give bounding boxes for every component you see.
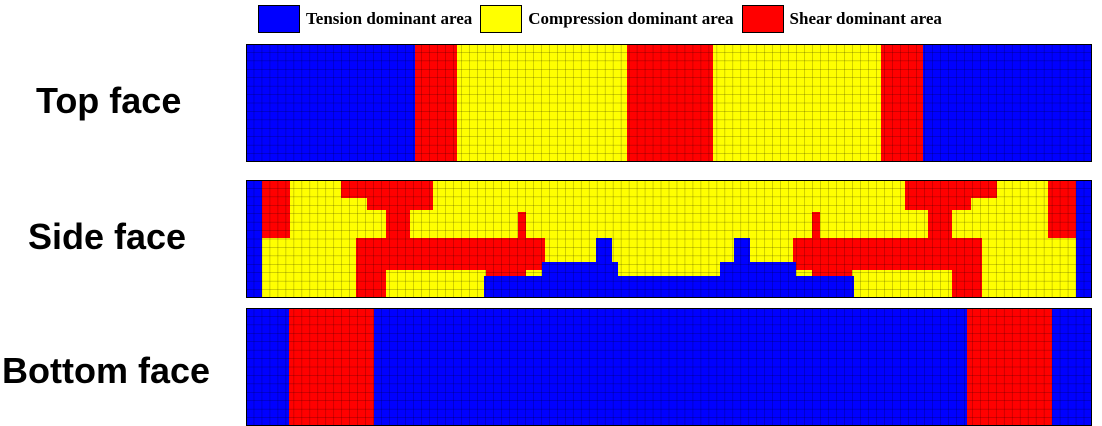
side-mesh-grid (246, 180, 1092, 298)
side-right-region-4 (928, 210, 952, 270)
side-right-region-1 (1048, 180, 1076, 238)
top-face-label: Top face (36, 80, 182, 121)
bottom-face-mesh (246, 308, 1092, 426)
bottom-face-label: Bottom face (2, 350, 211, 391)
side-left-region-2 (341, 180, 367, 198)
tension-swatch (258, 5, 300, 33)
side-right-region-2 (971, 180, 997, 198)
top-face-mesh (246, 44, 1092, 162)
shear-swatch (741, 5, 784, 33)
side-left-region-3 (367, 180, 433, 210)
side-right-region-3 (905, 180, 971, 210)
legend-item-shear: Shear dominant area (741, 5, 942, 33)
legend: Tension dominant area Compression domina… (258, 4, 950, 34)
side-face-mesh (246, 180, 1092, 298)
side-left-region-7 (518, 212, 526, 270)
top-mesh-grid (246, 44, 1092, 162)
side-left-region-4 (386, 210, 410, 270)
side-tension-region-4 (734, 238, 750, 276)
side-right-region-5 (952, 238, 982, 298)
compression-label: Compression dominant area (528, 9, 734, 28)
side-right-region-7 (812, 212, 820, 270)
side-tension-region-2 (720, 262, 796, 276)
shear-label: Shear dominant area (789, 9, 942, 28)
side-face-label: Side face (28, 216, 187, 257)
side-tension-region-3 (596, 238, 612, 276)
legend-item-compression: Compression dominant area (480, 5, 734, 33)
side-left-region-5 (356, 238, 386, 298)
side-left-region-1 (262, 180, 290, 238)
legend-item-tension: Tension dominant area (258, 5, 472, 33)
compression-swatch (480, 5, 523, 33)
tension-label: Tension dominant area (306, 9, 473, 28)
